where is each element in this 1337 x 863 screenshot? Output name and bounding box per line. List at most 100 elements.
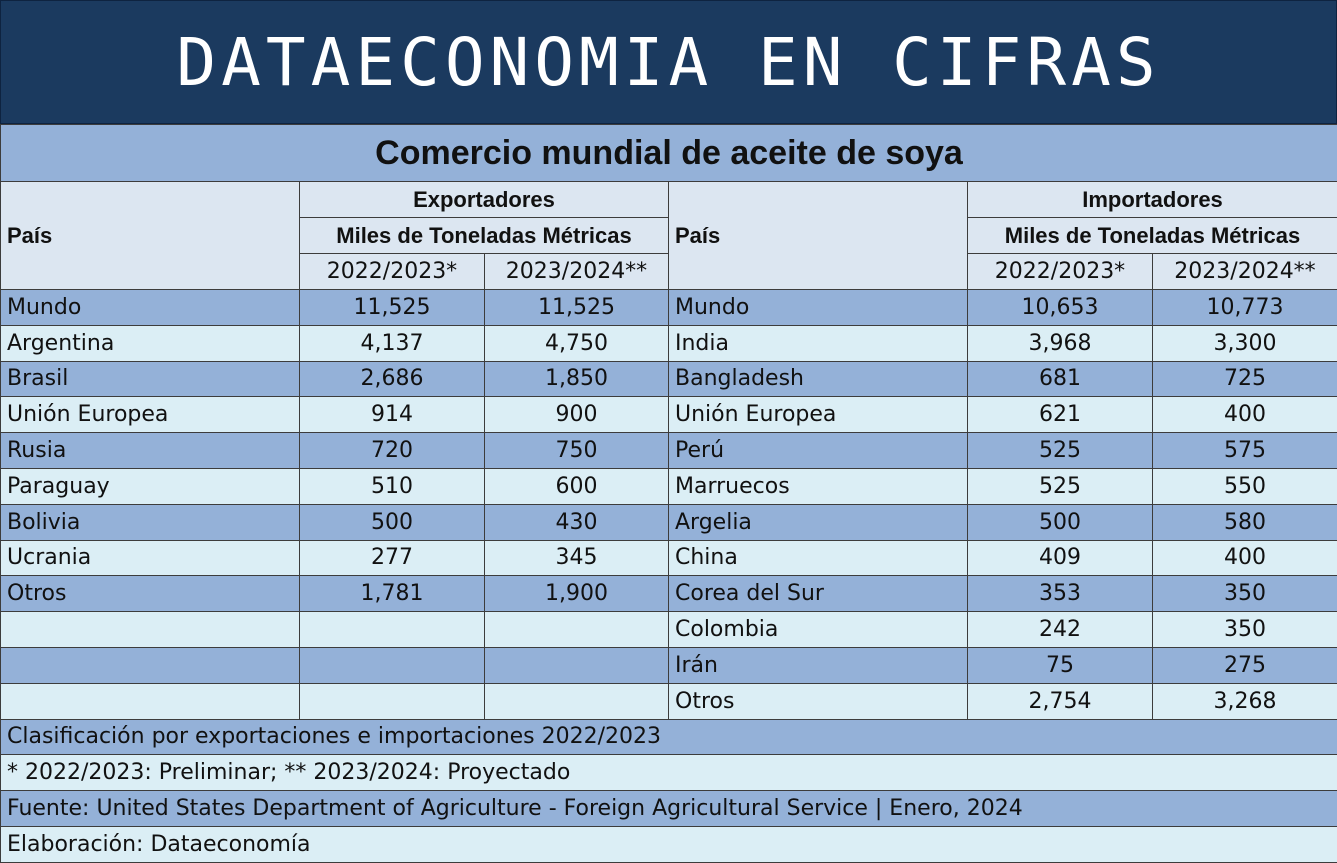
table-row: Otros 1,781 1,900 Corea del Sur 353 350	[1, 576, 1337, 612]
exp-value-2022: 720	[300, 433, 485, 469]
table-row: Irán 75 275	[1, 647, 1337, 683]
exp-value-2022: 11,525	[300, 290, 485, 326]
imp-country: China	[669, 540, 968, 576]
credit-note: Elaboración: Dataeconomía	[1, 826, 1337, 862]
exp-country: Paraguay	[1, 468, 300, 504]
exp-value-2022: 4,137	[300, 325, 485, 361]
imp-country: Colombia	[669, 612, 968, 648]
banner-title: DATAECONOMIA EN CIFRAS	[176, 24, 1160, 101]
imp-value-2023: 275	[1153, 647, 1337, 683]
exp-value-2023: 1,850	[485, 361, 669, 397]
exp-value-2023: 11,525	[485, 290, 669, 326]
imp-value-2023: 3,268	[1153, 683, 1337, 719]
exp-value-2023: 750	[485, 433, 669, 469]
imp-value-2022: 500	[968, 504, 1153, 540]
exp-country: Unión Europea	[1, 397, 300, 433]
table-row: Colombia 242 350	[1, 612, 1337, 648]
imp-value-2023: 725	[1153, 361, 1337, 397]
imp-value-2023: 400	[1153, 540, 1337, 576]
exp-year2-header: 2023/2024**	[485, 254, 669, 290]
exp-country: Argentina	[1, 325, 300, 361]
table-row: Argentina 4,137 4,750 India 3,968 3,300	[1, 325, 1337, 361]
table-row: Mundo 11,525 11,525 Mundo 10,653 10,773	[1, 290, 1337, 326]
exp-value-2023: 600	[485, 468, 669, 504]
exp-value-2022: 914	[300, 397, 485, 433]
imp-year1-header: 2022/2023*	[968, 254, 1153, 290]
imp-year2-header: 2023/2024**	[1153, 254, 1337, 290]
imp-country-header: País	[669, 182, 968, 290]
imp-value-2023: 400	[1153, 397, 1337, 433]
exp-country	[1, 612, 300, 648]
imp-country: Corea del Sur	[669, 576, 968, 612]
imp-value-2023: 350	[1153, 612, 1337, 648]
footnote-note: * 2022/2023: Preliminar; ** 2023/2024: P…	[1, 755, 1337, 791]
table-row: Otros 2,754 3,268	[1, 683, 1337, 719]
exp-country: Mundo	[1, 290, 300, 326]
exporters-header: Exportadores	[300, 182, 669, 218]
banner: DATAECONOMIA EN CIFRAS	[0, 0, 1337, 124]
imp-value-2023: 3,300	[1153, 325, 1337, 361]
source-note: Fuente: United States Department of Agri…	[1, 791, 1337, 827]
exp-value-2022	[300, 647, 485, 683]
table-row: Ucrania 277 345 China 409 400	[1, 540, 1337, 576]
imp-country: Bangladesh	[669, 361, 968, 397]
exp-value-2022: 277	[300, 540, 485, 576]
imp-value-2022: 409	[968, 540, 1153, 576]
imp-value-2022: 681	[968, 361, 1153, 397]
imp-value-2023: 550	[1153, 468, 1337, 504]
exp-unit-header: Miles de Toneladas Métricas	[300, 218, 669, 254]
imp-unit-header: Miles de Toneladas Métricas	[968, 218, 1337, 254]
table-title: Comercio mundial de aceite de soya	[1, 125, 1337, 182]
imp-country: Mundo	[669, 290, 968, 326]
exp-value-2023	[485, 683, 669, 719]
imp-value-2022: 353	[968, 576, 1153, 612]
imp-value-2023: 575	[1153, 433, 1337, 469]
imp-value-2022: 242	[968, 612, 1153, 648]
exp-value-2023	[485, 612, 669, 648]
exp-year1-header: 2022/2023*	[300, 254, 485, 290]
imp-value-2023: 10,773	[1153, 290, 1337, 326]
exp-country: Bolivia	[1, 504, 300, 540]
imp-value-2022: 2,754	[968, 683, 1153, 719]
exp-value-2023: 4,750	[485, 325, 669, 361]
exp-value-2022: 500	[300, 504, 485, 540]
imp-value-2022: 3,968	[968, 325, 1153, 361]
exp-country: Otros	[1, 576, 300, 612]
imp-country: India	[669, 325, 968, 361]
table-row: Unión Europea 914 900 Unión Europea 621 …	[1, 397, 1337, 433]
classification-note: Clasificación por exportaciones e import…	[1, 719, 1337, 755]
imp-country: Marruecos	[669, 468, 968, 504]
soy-oil-trade-table: Comercio mundial de aceite de soya País …	[0, 124, 1337, 863]
table-row: Paraguay 510 600 Marruecos 525 550	[1, 468, 1337, 504]
exp-value-2023: 1,900	[485, 576, 669, 612]
imp-country: Argelia	[669, 504, 968, 540]
imp-value-2022: 525	[968, 433, 1153, 469]
importers-header: Importadores	[968, 182, 1337, 218]
table-row: Rusia 720 750 Perú 525 575	[1, 433, 1337, 469]
exp-value-2022	[300, 612, 485, 648]
imp-value-2022: 525	[968, 468, 1153, 504]
imp-value-2022: 10,653	[968, 290, 1153, 326]
exp-country: Brasil	[1, 361, 300, 397]
exp-value-2023: 430	[485, 504, 669, 540]
table-row: Brasil 2,686 1,850 Bangladesh 681 725	[1, 361, 1337, 397]
exp-value-2023: 900	[485, 397, 669, 433]
exp-country	[1, 647, 300, 683]
exp-country: Rusia	[1, 433, 300, 469]
exp-value-2022	[300, 683, 485, 719]
imp-value-2023: 580	[1153, 504, 1337, 540]
exp-country: Ucrania	[1, 540, 300, 576]
exp-value-2022: 510	[300, 468, 485, 504]
imp-value-2023: 350	[1153, 576, 1337, 612]
exp-country-header: País	[1, 182, 300, 290]
imp-country: Unión Europea	[669, 397, 968, 433]
table-row: Bolivia 500 430 Argelia 500 580	[1, 504, 1337, 540]
imp-value-2022: 75	[968, 647, 1153, 683]
imp-value-2022: 621	[968, 397, 1153, 433]
exp-value-2023: 345	[485, 540, 669, 576]
imp-country: Perú	[669, 433, 968, 469]
exp-value-2023	[485, 647, 669, 683]
imp-country: Irán	[669, 647, 968, 683]
exp-value-2022: 2,686	[300, 361, 485, 397]
imp-country: Otros	[669, 683, 968, 719]
